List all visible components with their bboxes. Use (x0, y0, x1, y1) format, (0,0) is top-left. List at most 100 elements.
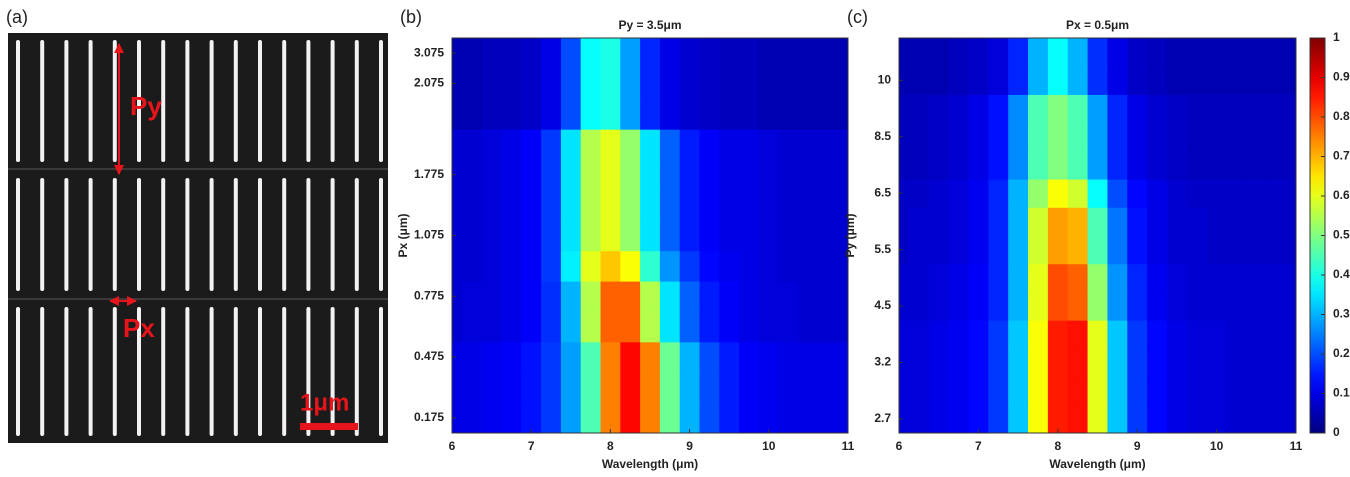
heat-cell (1266, 66, 1287, 95)
heat-cell (659, 372, 681, 404)
heat-cell (521, 68, 542, 100)
heat-cell (461, 341, 483, 373)
heat-cell (501, 98, 522, 130)
heat-cell (1266, 291, 1287, 321)
heat-cell (1286, 122, 1297, 152)
heat-cell (968, 376, 989, 406)
nanorod (137, 178, 141, 291)
heat-cell (899, 66, 910, 95)
heat-cell (1087, 66, 1108, 95)
nanorod (64, 178, 69, 291)
heat-cell (452, 98, 463, 130)
heat-cell (988, 348, 1009, 378)
heat-cell (560, 281, 582, 312)
heat-cell (640, 281, 661, 312)
x-tick-label: 7 (528, 439, 535, 453)
heat-cell (1166, 291, 1188, 321)
colorbar-tick-label: 0.1 (1333, 386, 1350, 400)
heat-cell (1166, 235, 1188, 265)
heat-cell (659, 402, 681, 434)
y-tick-label: 10 (878, 72, 892, 86)
heat-cell (580, 250, 601, 282)
heat-cell (928, 150, 950, 180)
heat-cell (1107, 122, 1128, 152)
heat-cell (679, 68, 700, 100)
heat-cell (659, 38, 681, 69)
heat-cell (640, 159, 661, 191)
heat-cell (452, 159, 463, 191)
heat-cell (908, 94, 930, 124)
heat-cell (1008, 263, 1029, 293)
heat-cell (1186, 179, 1208, 208)
heat-cell (899, 320, 910, 349)
heat-cell (1107, 66, 1128, 95)
nanorod (16, 40, 20, 162)
heat-cell (1008, 150, 1029, 180)
heat-cell (988, 179, 1009, 208)
colorbar-tick-label: 0.3 (1333, 307, 1350, 321)
heat-cell (1127, 207, 1148, 236)
heat-cell (1067, 235, 1089, 265)
x-tick-label: 9 (1134, 439, 1141, 453)
y-tick-label: 3.2 (874, 355, 891, 369)
y-axis-label: Px (μm) (396, 213, 410, 257)
heat-cell (1147, 150, 1168, 180)
heat-cell (1028, 376, 1049, 406)
heat-cell (1127, 66, 1148, 95)
heat-cell (988, 404, 1009, 434)
heat-cell (1246, 235, 1267, 265)
heat-cell (1008, 94, 1029, 124)
nanorod (330, 307, 335, 436)
heat-cell (988, 376, 1009, 406)
heat-cell (899, 94, 910, 124)
heat-cell (1127, 122, 1148, 152)
heat-cell (1028, 263, 1049, 293)
heat-cell (778, 402, 799, 434)
heat-cell (1127, 38, 1148, 67)
heat-cell (928, 263, 950, 293)
heat-cell (719, 281, 740, 312)
heat-cell (1008, 291, 1029, 321)
heat-cell (928, 348, 950, 378)
heat-cell (1206, 207, 1228, 236)
heat-cell (1286, 66, 1297, 95)
heat-cell (620, 38, 641, 69)
heat-cell (501, 311, 522, 343)
heat-cell (928, 66, 950, 95)
heat-cell (1107, 263, 1128, 293)
heat-cell (1286, 207, 1297, 236)
heat-cell (541, 189, 562, 221)
heat-cell (968, 348, 989, 378)
heat-cell (501, 38, 522, 69)
heat-cell (1067, 38, 1089, 67)
heat-cell (1087, 179, 1108, 208)
heat-cell (1226, 94, 1247, 124)
heat-cell (1186, 291, 1208, 321)
heat-cell (928, 122, 950, 152)
heat-cell (1186, 404, 1208, 434)
heat-cell (560, 402, 582, 434)
heat-cell (739, 129, 760, 161)
heat-cell (521, 98, 542, 130)
heat-cell (1186, 376, 1208, 406)
nanorod (161, 40, 166, 162)
heat-cell (1147, 122, 1168, 152)
heat-cell (818, 220, 839, 252)
heat-cell (1246, 207, 1267, 236)
heat-cell (659, 341, 681, 373)
heat-cell (948, 207, 969, 236)
heat-cell (719, 311, 740, 343)
heat-cell (758, 129, 780, 161)
heat-cell (452, 281, 463, 312)
heat-cell (1008, 122, 1029, 152)
heat-cell (580, 341, 601, 373)
heat-cell (908, 150, 930, 180)
heat-cell (541, 38, 562, 69)
heat-cell (1087, 122, 1108, 152)
heat-cell (1047, 235, 1069, 265)
heat-cell (620, 402, 641, 434)
heat-cell (758, 189, 780, 221)
heat-cell (818, 189, 839, 221)
heat-cell (778, 341, 799, 373)
heat-cell (798, 129, 819, 161)
